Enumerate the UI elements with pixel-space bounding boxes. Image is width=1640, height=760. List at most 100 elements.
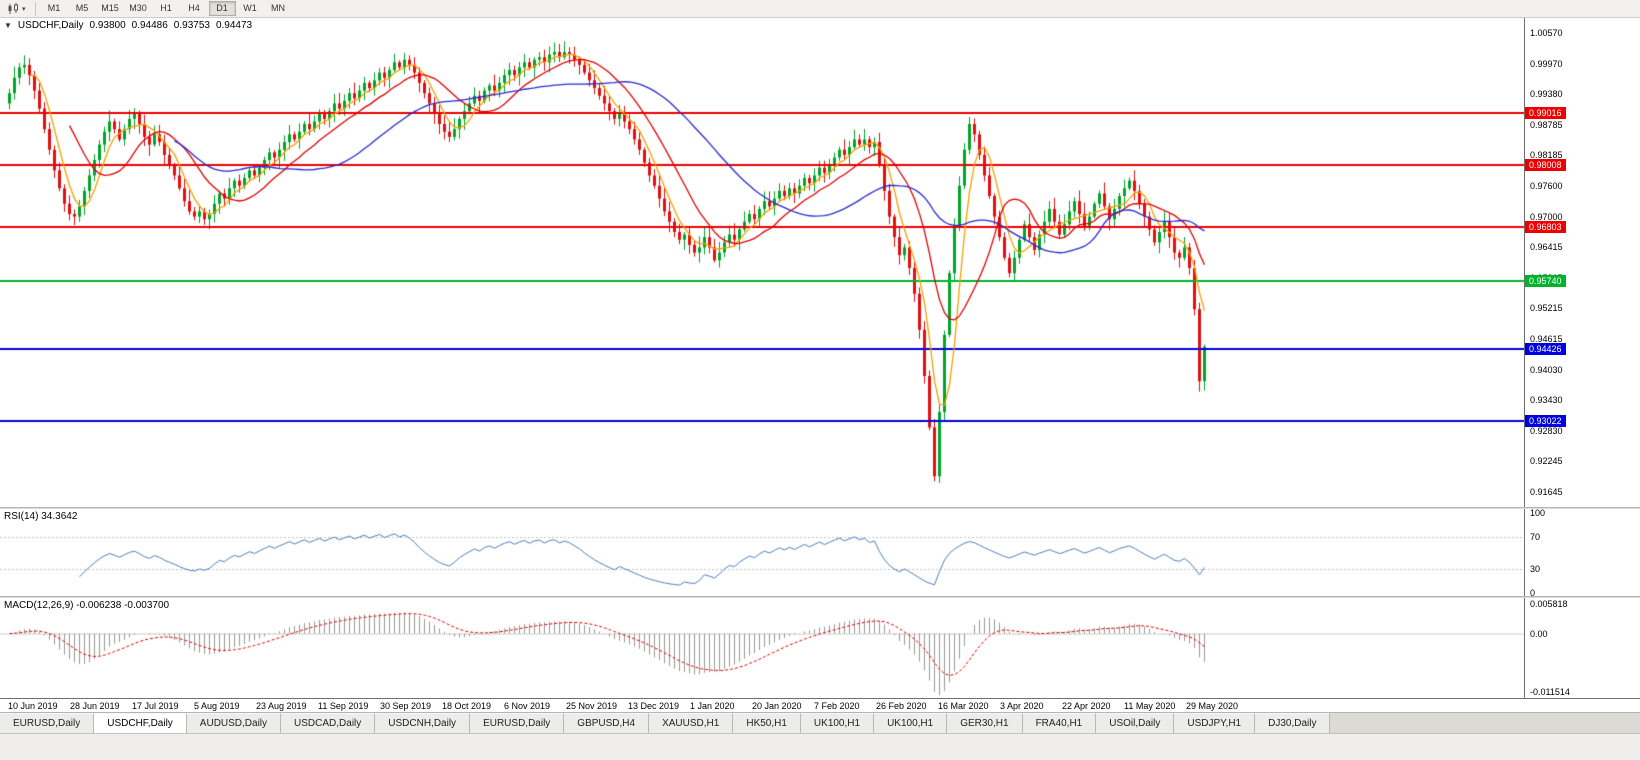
timeframe-button-mn[interactable]: MN [265, 1, 292, 16]
macd-tick: 0.00 [1530, 628, 1548, 639]
rsi-tick: 100 [1530, 508, 1546, 518]
timeframe-button-h4[interactable]: H4 [181, 1, 208, 16]
timeframe-button-d1[interactable]: D1 [208, 1, 236, 16]
price-line-label: 0.94426 [1525, 342, 1566, 355]
timeframe-button-m5[interactable]: M5 [69, 1, 96, 16]
chart-tab-12[interactable]: GER30,H1 [947, 713, 1023, 733]
price-line-label: 0.99016 [1525, 106, 1566, 119]
date-tick: 30 Sep 2019 [380, 701, 432, 711]
price-line-label: 0.98008 [1525, 158, 1566, 171]
chart-info-line: ▼ USDCHF,Daily 0.93800 0.94486 0.93753 0… [4, 20, 252, 31]
timeframe-button-m15[interactable]: M15 [97, 1, 124, 16]
chart-tab-16[interactable]: DJ30,Daily [1255, 713, 1331, 733]
chart-tab-10[interactable]: UK100,H1 [800, 713, 875, 733]
macd-panel: 0.005818 0.00 -0.011514 MACD(12,26,9) -0.0… [0, 598, 1640, 698]
chart-tab-2[interactable]: USDCHF,Daily [94, 713, 187, 733]
date-axis: 10 Jun 2019 28 Jun 2019 17 Jul 2019 5 Aug 2… [0, 698, 1640, 712]
price-line-label: 0.93022 [1525, 415, 1566, 428]
collapse-arrow-icon[interactable]: ▼ [4, 21, 12, 30]
rsi-axis: 100 70 30 0 [1524, 508, 1640, 598]
close-value: 0.94473 [215, 20, 253, 31]
macd-plot[interactable] [0, 598, 1524, 698]
date-tick: 20 Jan 2020 [752, 701, 802, 711]
open-value: 0.93800 [89, 20, 126, 31]
chart-tab-9[interactable]: HK50,H1 [733, 713, 801, 733]
macd-tick: -0.011514 [1530, 687, 1570, 697]
date-tick: 10 Jun 2019 [8, 701, 58, 711]
date-tick: 11 May 2020 [1124, 701, 1176, 711]
date-tick: 29 May 2020 [1186, 701, 1239, 711]
macd-label: MACD(12,26,9) -0.006238 -0.003700 [4, 600, 170, 611]
date-tick: 3 Apr 2020 [1000, 701, 1044, 711]
timeframe-button-m1[interactable]: M1 [41, 1, 68, 16]
toolbar-separator [34, 1, 36, 16]
chart-tab-11[interactable]: UK100,H1 [874, 713, 948, 733]
chart-type-button[interactable]: ▾ [3, 1, 30, 17]
date-tick: 16 Mar 2020 [938, 701, 989, 711]
date-tick: 5 Aug 2019 [194, 701, 240, 711]
rsi-tick: 0 [1530, 588, 1536, 598]
candlestick-plot[interactable] [0, 18, 1524, 507]
price-line-label: 0.96803 [1525, 220, 1566, 233]
price-tick: 0.94615 [1530, 334, 1563, 344]
timeframe-button-h1[interactable]: H1 [153, 1, 180, 16]
price-tick: 0.99970 [1530, 58, 1563, 69]
price-tick: 0.91645 [1530, 487, 1563, 497]
date-tick: 11 Sep 2019 [318, 701, 369, 711]
date-tick: 7 Feb 2020 [814, 701, 860, 711]
price-tick: 0.98785 [1530, 119, 1563, 130]
candlestick-chart-icon [8, 2, 18, 14]
date-tick: 28 Jun 2019 [70, 701, 120, 711]
rsi-tick: 30 [1530, 564, 1541, 574]
price-tick: 0.95215 [1530, 303, 1563, 314]
price-line-label: 0.95740 [1525, 275, 1566, 288]
price-tick: 0.93430 [1530, 395, 1563, 406]
chart-tab-14[interactable]: USOil,Daily [1096, 713, 1175, 733]
rsi-tick: 70 [1530, 532, 1541, 542]
date-tick: 17 Jul 2019 [132, 701, 179, 711]
low-value: 0.93753 [173, 20, 210, 31]
timeframe-buttons: M1 M5 M15 M30 H1 H4 D1 W1 MN [41, 1, 292, 16]
panel-splitter-2[interactable] [0, 596, 1640, 598]
date-tick: 25 Nov 2019 [566, 701, 618, 711]
chart-tab-5[interactable]: USDCNH,Daily [375, 713, 471, 733]
price-tick: 0.92830 [1530, 425, 1563, 436]
rsi-panel: 100 70 30 0 RSI(14) 34.3642 [0, 508, 1640, 598]
date-tick: 6 Nov 2019 [504, 701, 551, 711]
chart-tab-7[interactable]: GBPUSD,H4 [564, 713, 650, 733]
chart-tab-1[interactable]: EURUSD,Daily [0, 713, 95, 733]
price-tick: 1.00570 [1530, 28, 1563, 38]
chart-tab-4[interactable]: USDCAD,Daily [281, 713, 376, 733]
macd-axis: 0.005818 0.00 -0.011514 [1524, 598, 1640, 698]
high-value: 0.94486 [131, 20, 168, 31]
rsi-plot[interactable] [0, 509, 1524, 596]
timeframe-button-m30[interactable]: M30 [125, 1, 152, 16]
price-tick: 0.94030 [1530, 364, 1563, 375]
date-tick: 23 Aug 2019 [256, 701, 307, 711]
price-tick: 0.99380 [1530, 89, 1563, 100]
date-tick: 22 Apr 2020 [1062, 701, 1111, 711]
timeframe-button-w1[interactable]: W1 [237, 1, 264, 16]
chart-tab-8[interactable]: XAUUSD,H1 [649, 713, 734, 733]
date-tick: 26 Feb 2020 [876, 701, 927, 711]
price-tick: 0.92245 [1530, 456, 1563, 467]
chart-tabbar: EURUSD,Daily USDCHF,Daily AUDUSD,Daily USDC… [0, 712, 1640, 733]
chevron-down-icon: ▾ [22, 5, 26, 13]
price-tick: 0.97600 [1530, 181, 1563, 191]
date-tick: 13 Dec 2019 [628, 701, 680, 711]
date-tick: 18 Oct 2019 [442, 701, 492, 711]
panel-splitter-1[interactable] [0, 507, 1640, 509]
price-tick: 0.96415 [1530, 242, 1563, 253]
date-tick: 1 Jan 2020 [690, 701, 735, 711]
chart-tab-6[interactable]: EURUSD,Daily [470, 713, 565, 733]
main-chart-panel: 1.00570 0.99970 0.99380 0.98785 0.98185 0.976… [0, 18, 1640, 507]
chart-tab-13[interactable]: FRA40,H1 [1022, 713, 1097, 733]
chart-tab-3[interactable]: AUDUSD,Daily [186, 713, 282, 733]
timeframe-toolbar: ▾ M1 M5 M15 M30 H1 H4 D1 W1 MN [0, 0, 1640, 18]
chart-tab-15[interactable]: USDJPY,H1 [1174, 713, 1256, 733]
main-price-axis: 1.00570 0.99970 0.99380 0.98785 0.98185 0.976… [1524, 18, 1640, 507]
price-tick: 0.97000 [1530, 211, 1563, 222]
symbol-label: USDCHF,Daily [17, 20, 84, 31]
rsi-label: RSI(14) 34.3642 [4, 511, 78, 522]
